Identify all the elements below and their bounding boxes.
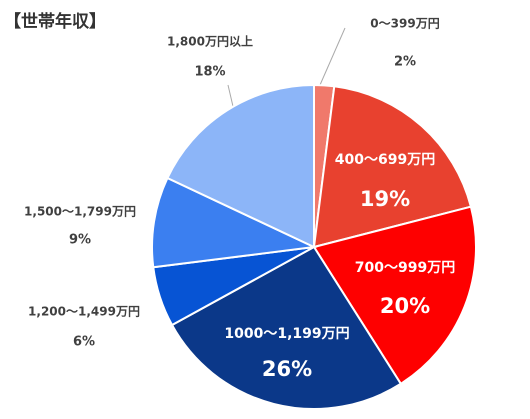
- category-label: 0～399万円: [370, 17, 439, 31]
- category-label: 400～699万円: [335, 152, 435, 168]
- category-label: 700～999万円: [355, 260, 455, 276]
- chart-title: 【世帯年収】: [4, 11, 106, 32]
- category-label: 1,200～1,499万円: [28, 305, 140, 319]
- value-label: 9%: [69, 233, 91, 248]
- leader-line: [319, 27, 346, 86]
- pie-slice: [170, 245, 403, 410]
- pie-slice: [312, 205, 477, 386]
- value-label: 26%: [262, 357, 312, 381]
- category-label: 1000～1,199万円: [224, 326, 349, 342]
- category-label: 1,800万円以上: [167, 34, 253, 49]
- pie-slice: [166, 83, 315, 249]
- value-label: 6%: [73, 335, 95, 350]
- value-label: 18%: [194, 65, 225, 80]
- category-label: 1,500～1,799万円: [24, 205, 136, 219]
- value-label: 19%: [360, 187, 410, 211]
- pie-slice: [312, 85, 473, 249]
- value-label: 2%: [394, 55, 416, 70]
- value-label: 20%: [380, 294, 430, 318]
- pie-slice: [151, 176, 318, 269]
